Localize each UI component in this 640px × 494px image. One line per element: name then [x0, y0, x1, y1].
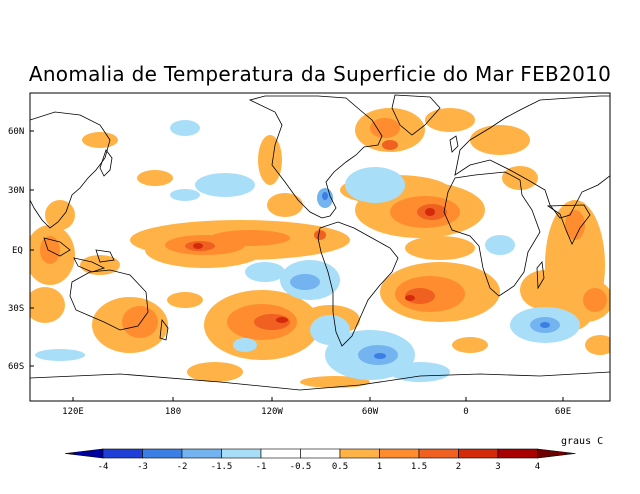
map-title: Anomalia de Temperatura da Superficie do… — [28, 62, 612, 86]
anomaly-field — [30, 94, 610, 391]
lon-label-0: 0 — [463, 407, 468, 417]
lon-label-180: 180 — [165, 407, 181, 417]
colorbar-arrow-high — [537, 448, 576, 459]
colorbar-segment — [221, 448, 262, 459]
colorbar-tick-label: -4 — [98, 462, 109, 472]
colorbar-tick-label: 2 — [456, 462, 461, 472]
colorbar-segment — [379, 448, 420, 459]
colorbar-segment — [142, 448, 183, 459]
colorbar-tick-label: 3 — [495, 462, 500, 472]
colorbar-tick-label: -2 — [177, 462, 188, 472]
lon-label-60w: 60W — [362, 407, 379, 417]
lat-label-30n: 30N — [8, 186, 24, 196]
colorbar-tick-label: 4 — [535, 462, 540, 472]
colorbar-tick-label: 1.5 — [411, 462, 427, 472]
colorbar-segment — [260, 448, 301, 459]
colorbar-segment — [102, 448, 143, 459]
colorbar-arrow-low — [64, 448, 104, 459]
lat-label-eq: EQ — [12, 246, 23, 256]
colorbar: -4 -3 -2 -1.5 -1 -0.5 0.5 1 1.5 2 3 4 — [64, 448, 576, 472]
colorbar-tick-label: -1.5 — [211, 462, 233, 472]
coastlines — [30, 94, 610, 391]
colorbar-segment — [418, 448, 459, 459]
lon-label-120e: 120E — [62, 407, 84, 417]
colorbar-segment — [339, 448, 380, 459]
colorbar-tick-label: -1 — [256, 462, 267, 472]
map-frame — [29, 92, 611, 402]
colorbar-tick-label: 1 — [377, 462, 382, 472]
colorbar-tick-label: 0.5 — [332, 462, 348, 472]
lat-label-60n: 60N — [8, 127, 24, 137]
colorbar-segment — [497, 448, 538, 459]
colorbar-segment — [181, 448, 222, 459]
lat-label-30s: 30S — [8, 304, 24, 314]
colorbar-tick-label: -3 — [137, 462, 148, 472]
lat-label-60s: 60S — [8, 362, 24, 372]
colorbar-units: graus C — [561, 436, 604, 447]
colorbar-segment — [300, 448, 341, 459]
lon-label-120w: 120W — [261, 407, 283, 417]
colorbar-segment — [458, 448, 499, 459]
colorbar-tick-label: -0.5 — [290, 462, 312, 472]
lon-label-60e: 60E — [555, 407, 571, 417]
